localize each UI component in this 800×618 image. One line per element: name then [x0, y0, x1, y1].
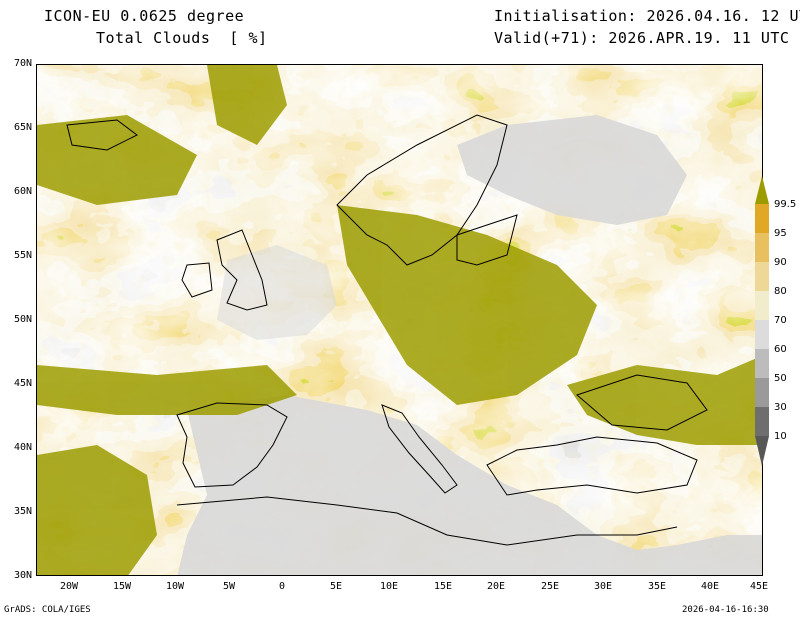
legend-label-10: 10	[774, 431, 787, 442]
legend-swatch-95	[755, 204, 769, 233]
lon-label-10w: 10W	[165, 581, 185, 592]
lon-label-15w: 15W	[112, 581, 132, 592]
lon-label-45e: 45E	[749, 581, 769, 592]
legend-label-50: 50	[774, 373, 787, 384]
legend-swatch-10	[755, 407, 769, 436]
lon-label-10e: 10E	[379, 581, 399, 592]
legend-label-90: 90	[774, 257, 787, 268]
legend-label-99-5: 99.5	[774, 199, 797, 210]
lon-label-5e: 5E	[329, 581, 343, 592]
coast-north-africa	[176, 496, 678, 546]
lon-label-20e: 20E	[486, 581, 506, 592]
valid-time: Valid(+71): 2026.APR.19. 11 UTC	[494, 29, 790, 47]
legend-swatch-30	[755, 378, 769, 407]
coast-iberia	[176, 402, 288, 488]
legend-colorbar	[755, 176, 769, 466]
low-cloud-regions	[177, 115, 762, 575]
lon-label-0: 0	[278, 581, 286, 592]
lon-label-20w: 20W	[59, 581, 79, 592]
coast-baltic	[456, 214, 518, 266]
coast-greece-turkey	[486, 436, 698, 496]
lat-label-70n: 70N	[13, 58, 32, 69]
legend-label-70: 70	[774, 315, 787, 326]
lat-label-65n: 65N	[13, 122, 32, 133]
legend-swatch-70	[755, 291, 769, 320]
footer-credit: GrADS: COLA/IGES	[4, 605, 91, 615]
lon-label-5w: 5W	[222, 581, 236, 592]
coastlines	[66, 114, 708, 546]
legend-swatch-80	[755, 262, 769, 291]
lat-label-30n: 30N	[13, 570, 32, 581]
legend-label-95: 95	[774, 228, 787, 239]
lon-label-35e: 35E	[647, 581, 667, 592]
coast-iceland	[66, 119, 138, 151]
cloud-cover-map	[36, 64, 763, 576]
legend-swatch-99-5	[755, 176, 769, 204]
legend-label-80: 80	[774, 286, 787, 297]
lat-label-40n: 40N	[13, 442, 32, 453]
lon-label-40e: 40E	[700, 581, 720, 592]
legend-swatch-50	[755, 349, 769, 378]
coast-britain	[216, 229, 268, 311]
initialisation-time: Initialisation: 2026.04.16. 12 UTC	[494, 7, 800, 25]
lon-label-15e: 15E	[433, 581, 453, 592]
overcast-regions	[37, 65, 762, 575]
legend-swatch-90	[755, 233, 769, 262]
lat-label-50n: 50N	[13, 314, 32, 325]
legend-swatch-below	[755, 436, 769, 466]
field-title: Total Clouds [ %]	[96, 29, 268, 47]
legend-label-60: 60	[774, 344, 787, 355]
lat-label-60n: 60N	[13, 186, 32, 197]
legend-label-30: 30	[774, 402, 787, 413]
coast-scandinavia	[336, 114, 508, 266]
footer-timestamp: 2026-04-16-16:30	[682, 605, 769, 615]
lat-label-55n: 55N	[13, 250, 32, 261]
model-title: ICON-EU 0.0625 degree	[44, 7, 245, 25]
lat-label-35n: 35N	[13, 506, 32, 517]
lat-label-45n: 45N	[13, 378, 32, 389]
coast-italy	[381, 404, 458, 494]
coast-black-sea	[576, 374, 708, 431]
lon-label-30e: 30E	[593, 581, 613, 592]
coast-ireland	[181, 262, 213, 298]
legend-swatch-60	[755, 320, 769, 349]
lon-label-25e: 25E	[540, 581, 560, 592]
